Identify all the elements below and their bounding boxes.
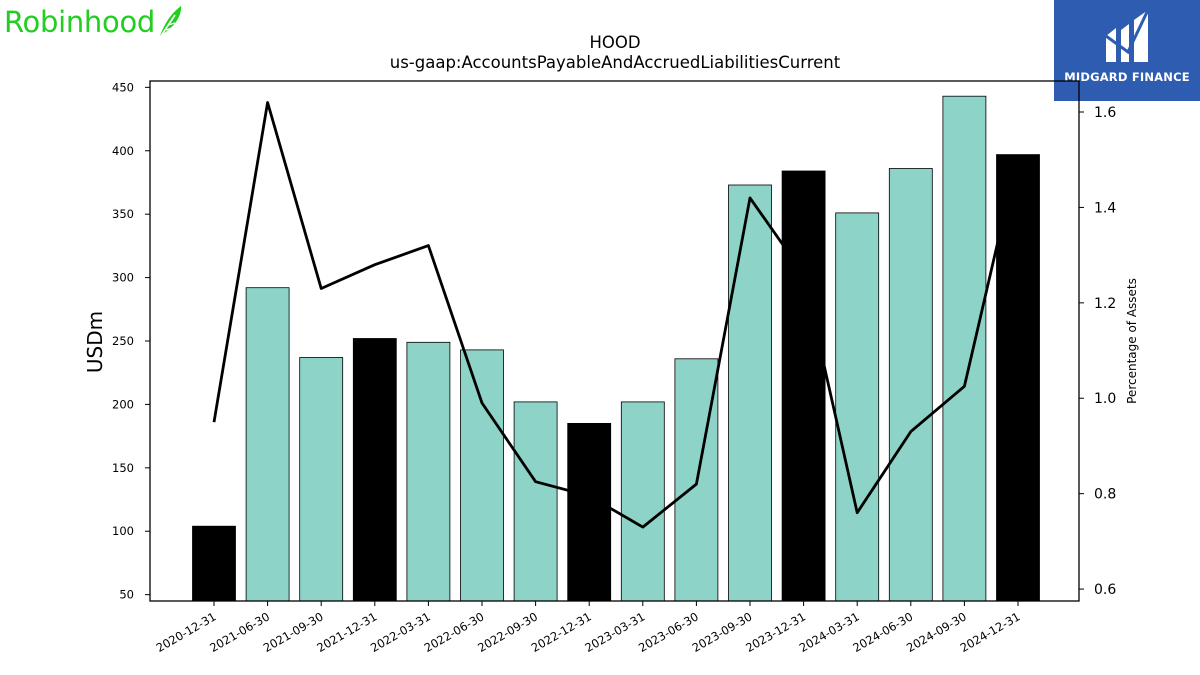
- bar-group: [192, 95, 1040, 602]
- y2-tick-label: 1.4: [1094, 200, 1116, 216]
- midgard-finance-label: MIDGARD FINANCE: [1064, 70, 1190, 84]
- x-tick-label: 2020-12-31: [154, 609, 219, 655]
- x-tick-label: 2024-03-31: [797, 609, 862, 655]
- y-tick-label: 50: [119, 588, 134, 602]
- y2-tick-label: 1.0: [1094, 391, 1116, 407]
- x-tick-label: 2021-12-31: [314, 609, 379, 655]
- robinhood-logo: Robinhood: [4, 2, 185, 42]
- y-tick-label: 250: [112, 334, 134, 348]
- bar-2023-12-31: [781, 170, 826, 602]
- x-tick-label: 2021-06-30: [207, 609, 272, 655]
- y-tick-label: 400: [112, 144, 134, 158]
- x-tick-label: 2023-06-30: [636, 609, 701, 655]
- x-tick-label: 2023-03-31: [582, 609, 647, 655]
- robinhood-wordmark: Robinhood: [4, 5, 156, 39]
- y2-tick-label: 0.6: [1094, 582, 1116, 598]
- x-tick-label: 2022-06-30: [422, 609, 487, 655]
- bar-2023-09-30: [728, 184, 772, 602]
- y-tick-label: 100: [112, 524, 134, 538]
- chart-title: HOOD: [589, 33, 640, 52]
- x-tick-label: 2021-09-30: [261, 609, 326, 655]
- y-axis-left: 50 100 150 200 250 300 350 400 450: [112, 80, 150, 602]
- y2-tick-label: 1.2: [1094, 296, 1116, 312]
- midgard-m-icon: [1105, 9, 1150, 62]
- y-tick-label: 450: [112, 80, 134, 94]
- y-tick-label: 350: [112, 207, 134, 221]
- bar-2023-03-31: [620, 401, 665, 602]
- bar-2021-09-30: [299, 357, 344, 602]
- y2-tick-label: 0.8: [1094, 487, 1116, 503]
- x-tick-label: 2022-03-31: [368, 609, 433, 655]
- y-axis-right: 0.6 0.8 1.0 1.2 1.4 1.6: [1079, 105, 1116, 598]
- chart-subtitle: us-gaap:AccountsPayableAndAccruedLiabili…: [390, 53, 841, 72]
- y-tick-label: 150: [112, 461, 134, 475]
- bar-2024-06-30: [888, 168, 933, 602]
- x-axis: 2020-12-312021-06-302021-09-302021-12-31…: [154, 601, 1023, 655]
- x-tick-label: 2024-09-30: [904, 609, 969, 655]
- x-tick-label: 2024-06-30: [850, 609, 915, 655]
- y2-axis-label: Percentage of Assets: [1125, 278, 1139, 404]
- y-tick-label: 300: [112, 271, 134, 285]
- percent-of-assets-line: [212, 101, 1020, 529]
- y2-tick-label: 1.6: [1094, 105, 1116, 121]
- x-tick-label: 2022-09-30: [475, 609, 540, 655]
- bar-2024-09-30: [942, 95, 987, 602]
- line-series: [212, 101, 1020, 529]
- bar-2021-06-30: [245, 287, 290, 602]
- y-tick-label: 200: [112, 397, 134, 411]
- x-tick-label: 2022-12-31: [529, 609, 594, 655]
- midgard-finance-logo: MIDGARD FINANCE: [1054, 0, 1200, 101]
- bar-2022-12-31: [567, 422, 612, 602]
- bar-2024-03-31: [835, 212, 880, 602]
- bar-2021-12-31: [352, 338, 397, 602]
- bar-2022-09-30: [513, 401, 558, 602]
- bar-2020-12-31: [192, 525, 236, 602]
- y-axis-label: USDm: [83, 311, 107, 373]
- bar-2022-03-31: [406, 341, 451, 602]
- x-tick-label: 2024-12-31: [958, 609, 1023, 655]
- x-tick-label: 2023-12-31: [743, 609, 808, 655]
- feather-icon: [158, 6, 182, 40]
- x-tick-label: 2023-09-30: [690, 609, 755, 655]
- bar-2022-06-30: [460, 349, 504, 602]
